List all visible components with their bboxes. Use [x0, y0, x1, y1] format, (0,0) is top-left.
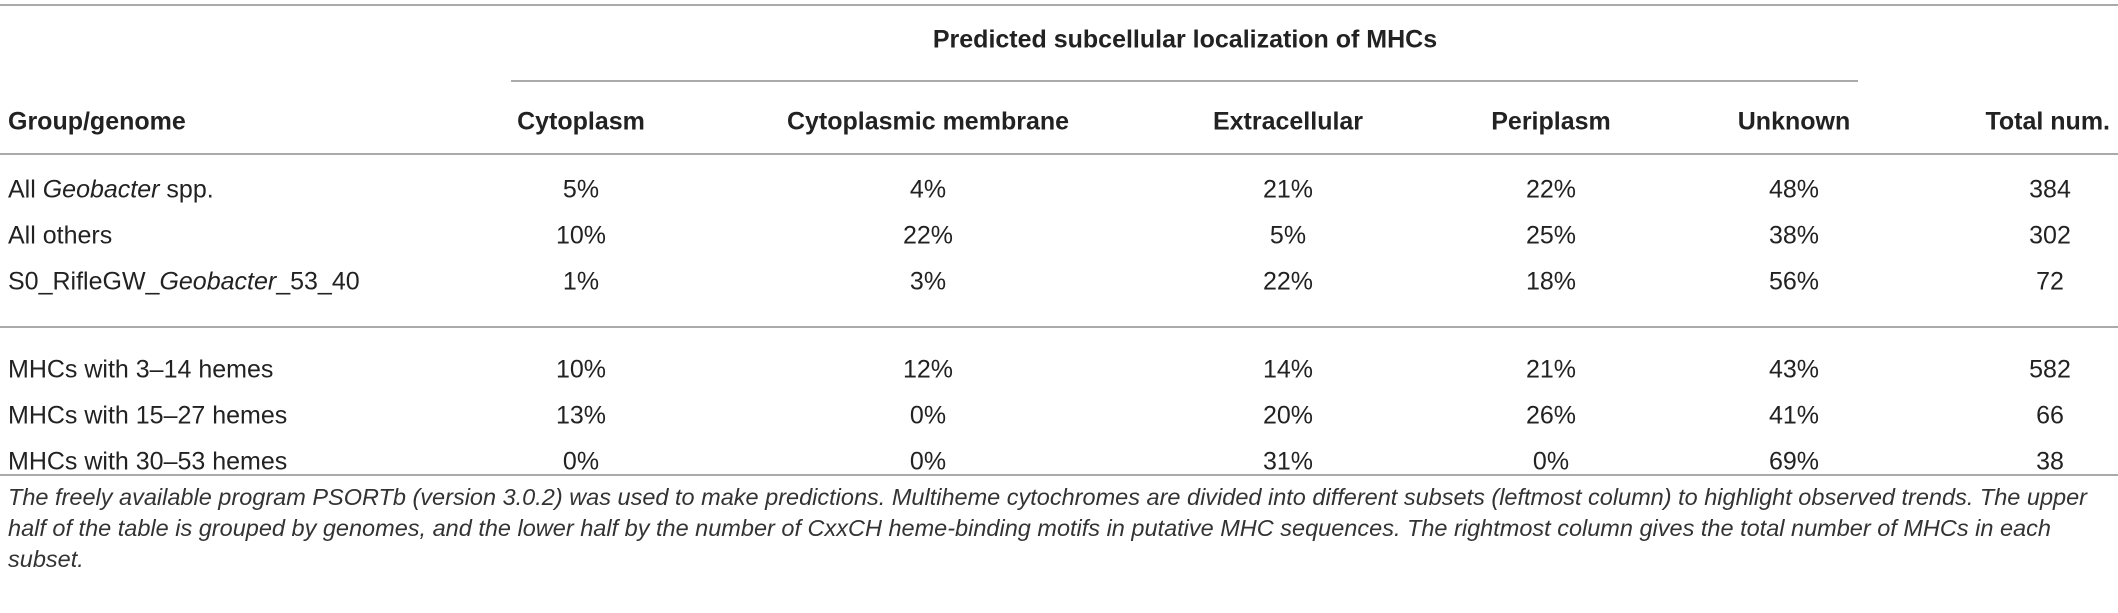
cell: 72: [2036, 267, 2064, 296]
cell: 582: [2029, 355, 2071, 384]
cell: 3%: [909, 267, 947, 296]
cell: 20%: [1262, 401, 1314, 430]
cell: 18%: [1525, 267, 1577, 296]
cell: 4%: [909, 175, 947, 204]
cell: 43%: [1768, 355, 1820, 384]
cell: 38%: [1768, 221, 1820, 250]
cell: 25%: [1525, 221, 1577, 250]
column-header: Cytoplasmic membrane: [786, 107, 1070, 136]
cell: 1%: [562, 267, 600, 296]
cell: 14%: [1262, 355, 1314, 384]
cell: 56%: [1768, 267, 1820, 296]
cell: 12%: [902, 355, 954, 384]
column-header: Total num.: [1985, 107, 2110, 136]
label-part: Geobacter: [159, 267, 277, 296]
cell: 31%: [1262, 447, 1314, 476]
cell: 26%: [1525, 401, 1577, 430]
group-header: Predicted subcellular localization of MH…: [932, 25, 1438, 54]
column-header: Cytoplasm: [517, 107, 645, 136]
row-label: MHCs with 3–14 hemes: [8, 356, 273, 385]
label-part: spp.: [159, 175, 214, 204]
row-label: MHCs with 15–27 hemes: [8, 402, 287, 431]
row-label: MHCs with 30–53 hemes: [8, 448, 287, 477]
label-part: MHCs with 15–27 hemes: [8, 401, 288, 430]
cell: 48%: [1768, 175, 1820, 204]
cell: 0%: [1532, 447, 1570, 476]
cell: 10%: [555, 355, 607, 384]
cell: 21%: [1262, 175, 1314, 204]
cell: 384: [2029, 175, 2071, 204]
label-part: All: [8, 175, 43, 204]
cell: 69%: [1768, 447, 1820, 476]
column-header: Group/genome: [8, 107, 186, 136]
cell: 21%: [1525, 355, 1577, 384]
label-part: _53_40: [276, 267, 360, 296]
column-header: Periplasm: [1491, 107, 1611, 136]
cell: 38: [2036, 447, 2064, 476]
cell: 0%: [909, 447, 947, 476]
cell: 0%: [562, 447, 600, 476]
label-part: All others: [8, 221, 113, 250]
cell: 10%: [555, 221, 607, 250]
label-part: MHCs with 30–53 hemes: [8, 447, 288, 476]
label-part: MHCs with 3–14 hemes: [8, 355, 274, 384]
row-label: All others: [8, 222, 112, 251]
column-header: Unknown: [1737, 107, 1851, 136]
row-label: S0_RifleGW_Geobacter_53_40: [8, 268, 360, 297]
cell: 5%: [1269, 221, 1307, 250]
rule: [0, 153, 2118, 155]
label-part: S0_RifleGW_: [8, 267, 160, 296]
cell: 22%: [1525, 175, 1577, 204]
cell: 13%: [555, 401, 607, 430]
cell: 41%: [1768, 401, 1820, 430]
label-part: Geobacter: [42, 175, 160, 204]
rule: [511, 80, 1858, 82]
rule: [0, 474, 2118, 476]
cell: 22%: [902, 221, 954, 250]
cell: 302: [2029, 221, 2071, 250]
column-header: Extracellular: [1212, 107, 1364, 136]
rule: [0, 4, 2118, 6]
rule: [0, 326, 2118, 328]
cell: 66: [2036, 401, 2064, 430]
footnote: The freely available program PSORTb (ver…: [8, 484, 2088, 572]
cell: 22%: [1262, 267, 1314, 296]
cell: 5%: [562, 175, 600, 204]
row-label: All Geobacter spp.: [8, 176, 214, 205]
cell: 0%: [909, 401, 947, 430]
